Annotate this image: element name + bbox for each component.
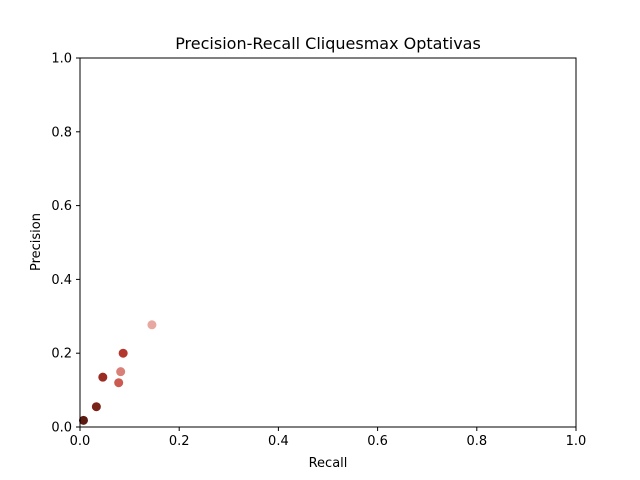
y-tick-label-5: 1.0 xyxy=(51,52,72,67)
x-tick-label-0: 0.0 xyxy=(70,434,91,449)
x-axis-label: Recall xyxy=(309,456,348,471)
y-tick-label-4: 0.8 xyxy=(51,125,72,140)
y-tick-label-0: 0.0 xyxy=(51,421,72,436)
x-tick-label-4: 0.8 xyxy=(466,434,487,449)
data-point-3 xyxy=(118,348,128,358)
x-tick-label-1: 0.2 xyxy=(169,434,190,449)
data-point-0 xyxy=(78,415,88,425)
y-tick-label-3: 0.6 xyxy=(51,199,72,214)
data-point-5 xyxy=(116,367,126,377)
data-point-6 xyxy=(147,320,157,330)
data-point-1 xyxy=(91,402,101,412)
y-tick-label-2: 0.4 xyxy=(51,273,72,288)
x-tick-label-2: 0.4 xyxy=(268,434,289,449)
x-tick-label-5: 1.0 xyxy=(566,434,587,449)
axes-frame xyxy=(79,57,577,428)
data-point-4 xyxy=(114,378,124,388)
x-tick-label-3: 0.6 xyxy=(367,434,388,449)
chart-title: Precision-Recall Cliquesmax Optativas xyxy=(175,34,481,53)
y-tick-label-1: 0.2 xyxy=(51,347,72,362)
data-point-2 xyxy=(98,372,108,382)
y-axis-label: Precision xyxy=(29,213,44,271)
plot-area: 0.0 0.2 0.4 0.6 0.8 1.0 0.0 0.2 0.4 0.6 0.8 1.0 xyxy=(51,52,586,450)
